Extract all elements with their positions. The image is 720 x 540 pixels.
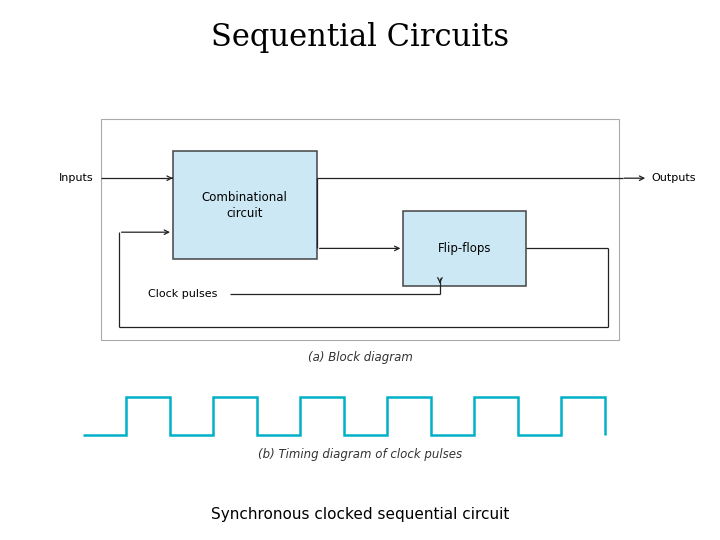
Text: Combinational: Combinational <box>202 191 288 204</box>
Text: (a) Block diagram: (a) Block diagram <box>307 351 413 364</box>
Text: Inputs: Inputs <box>59 173 94 183</box>
Text: Outputs: Outputs <box>652 173 696 183</box>
Bar <box>403 211 526 286</box>
Text: circuit: circuit <box>227 207 263 220</box>
Text: Synchronous clocked sequential circuit: Synchronous clocked sequential circuit <box>211 507 509 522</box>
Text: Flip-flops: Flip-flops <box>438 242 491 255</box>
Bar <box>101 119 619 340</box>
Text: Sequential Circuits: Sequential Circuits <box>211 22 509 53</box>
Text: (b) Timing diagram of clock pulses: (b) Timing diagram of clock pulses <box>258 448 462 461</box>
Text: Clock pulses: Clock pulses <box>148 289 217 299</box>
Bar <box>173 151 317 259</box>
